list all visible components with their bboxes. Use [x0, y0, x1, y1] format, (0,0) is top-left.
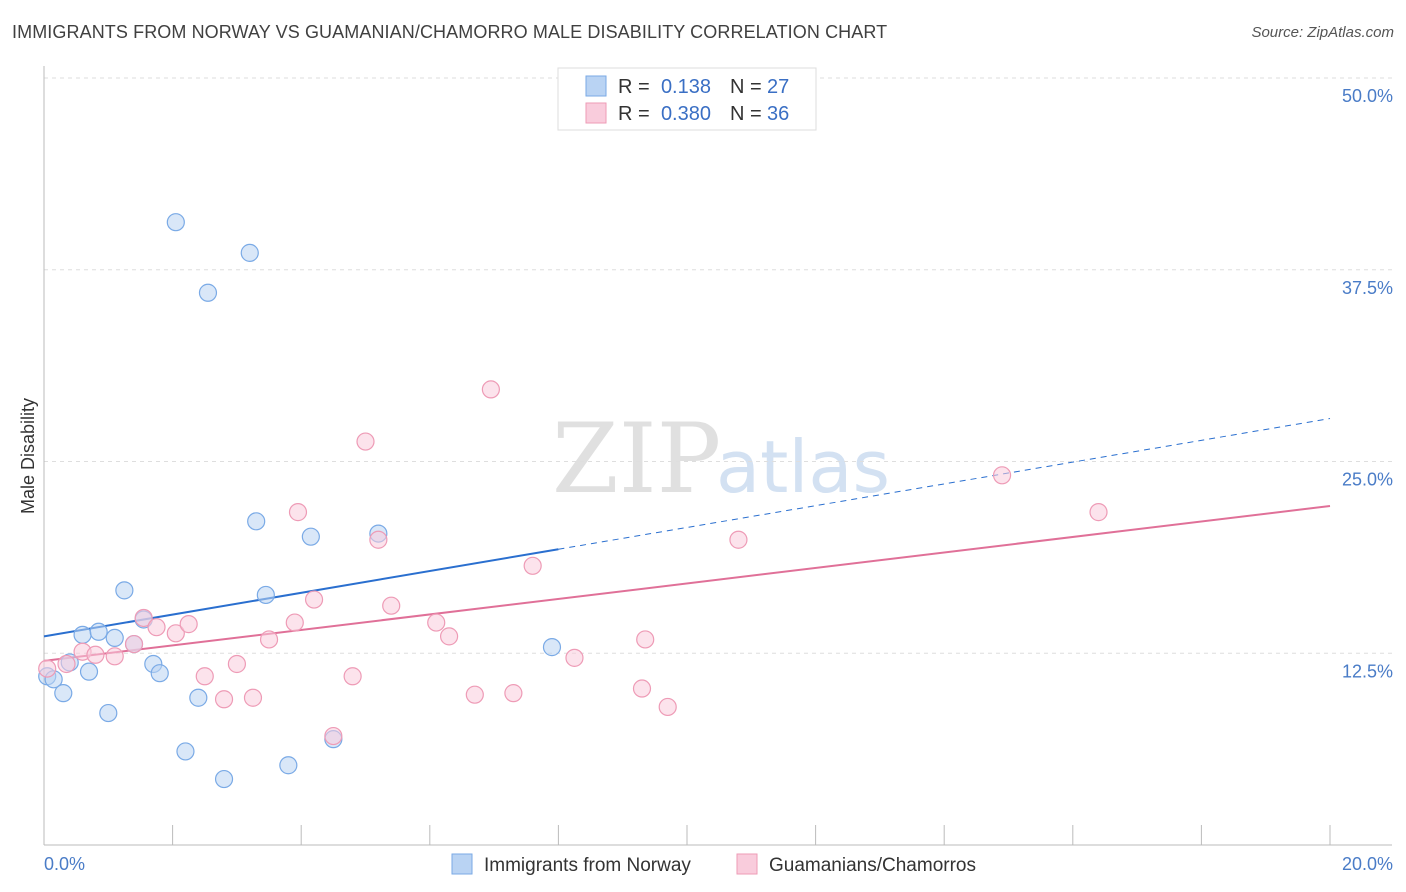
point-s1-12	[227, 654, 246, 674]
y-tick-labels: 12.5% 25.0% 37.5% 50.0%	[1342, 86, 1393, 681]
point-s1-25	[465, 685, 484, 704]
legend-n-label-norway: N =	[730, 76, 762, 98]
point-s1-9	[179, 615, 198, 634]
series-legend-label-norway: Immigrants from Norway	[484, 855, 691, 876]
point-s0-17	[198, 283, 218, 302]
point-s0-8	[105, 628, 124, 648]
point-s1-5	[124, 634, 144, 654]
legend-r-label-guamanian: R =	[618, 103, 650, 125]
point-s0-26	[542, 638, 562, 657]
point-s1-16	[288, 503, 308, 522]
axes	[43, 66, 1392, 846]
point-s0-20	[247, 512, 266, 531]
point-s1-32	[658, 697, 677, 717]
y-tick-label-0: 12.5%	[1342, 661, 1393, 681]
point-s1-23	[427, 613, 446, 632]
legend-r-value-guamanian: 0.380	[661, 103, 711, 125]
point-s0-22	[279, 756, 298, 775]
point-s0-18	[214, 769, 234, 789]
series-legend-swatch-guamanian	[736, 853, 758, 875]
point-s0-4	[73, 625, 92, 644]
point-s0-6	[89, 622, 108, 641]
point-s0-14	[166, 213, 185, 232]
point-s1-3	[86, 645, 105, 664]
chart-title: IMMIGRANTS FROM NORWAY VS GUAMANIAN/CHAM…	[12, 22, 888, 42]
point-s1-8	[166, 624, 185, 643]
point-s1-7	[147, 618, 166, 637]
legend-r-label-norway: R =	[618, 76, 650, 98]
correlation-legend: R = 0.138 N = 27 R = 0.380 N = 36	[557, 67, 817, 131]
y-tick-label-2: 37.5%	[1342, 278, 1393, 298]
point-s0-2	[54, 684, 73, 703]
trend-lines	[43, 418, 1331, 662]
point-s1-22	[382, 596, 401, 615]
point-s1-31	[636, 630, 655, 649]
y-tick-label-3: 50.0%	[1342, 86, 1393, 106]
point-s1-10	[195, 667, 214, 686]
point-s1-27	[504, 684, 523, 703]
point-s1-18	[324, 726, 343, 746]
legend-n-label-guamanian: N =	[730, 103, 762, 125]
point-s1-20	[356, 432, 375, 451]
legend-r-value-norway: 0.138	[661, 76, 711, 98]
legend-swatch-norway	[585, 75, 607, 97]
point-s1-13	[243, 688, 263, 707]
point-s1-17	[304, 590, 324, 609]
point-s1-11	[214, 690, 234, 709]
point-s1-0	[38, 659, 57, 678]
grid-lines	[44, 77, 1392, 654]
point-s1-1	[57, 654, 76, 674]
point-s1-28	[523, 556, 542, 575]
series-legend-swatch-norway	[451, 853, 473, 875]
point-s1-14	[259, 630, 279, 649]
point-s0-23	[301, 527, 320, 546]
point-s1-35	[1089, 503, 1108, 522]
point-s0-16	[189, 688, 208, 707]
series-legend: Immigrants from Norway Guamanians/Chamor…	[451, 853, 976, 876]
point-s0-13	[150, 664, 169, 683]
trend-line-solid-0	[43, 548, 559, 638]
legend-n-value-guamanian: 36	[767, 103, 789, 125]
x-tick-label-max: 20.0%	[1342, 854, 1393, 874]
y-axis-title: Male Disability	[18, 398, 38, 514]
point-s1-4	[105, 647, 124, 666]
point-s1-19	[343, 667, 362, 686]
point-s1-26	[481, 380, 500, 399]
point-s0-21	[256, 585, 275, 605]
y-tick-label-1: 25.0%	[1342, 470, 1393, 490]
point-s0-5	[79, 662, 99, 681]
watermark-atlas: atlas	[716, 425, 890, 509]
point-s1-33	[729, 530, 748, 549]
point-s1-30	[632, 679, 652, 698]
series-legend-label-guamanian: Guamanians/Chamorros	[769, 855, 976, 876]
point-s0-19	[240, 243, 259, 262]
point-s1-34	[992, 466, 1012, 485]
legend-n-value-norway: 27	[767, 76, 789, 98]
trend-line-dashed-0	[558, 418, 1331, 550]
trend-line-solid-1	[43, 504, 1331, 662]
data-points	[38, 213, 1108, 789]
point-s1-29	[565, 648, 584, 667]
watermark-zip: ZIP	[552, 403, 721, 515]
point-s1-15	[285, 613, 304, 632]
point-s0-15	[176, 742, 195, 761]
point-s1-24	[439, 627, 459, 646]
legend-swatch-guamanian	[585, 102, 607, 124]
point-s0-7	[99, 703, 118, 723]
source-label: Source: ZipAtlas.com	[1251, 24, 1394, 41]
point-s1-6	[134, 608, 153, 628]
point-s1-21	[369, 530, 388, 549]
x-tick-label-min: 0.0%	[44, 854, 85, 874]
point-s0-9	[115, 581, 134, 600]
